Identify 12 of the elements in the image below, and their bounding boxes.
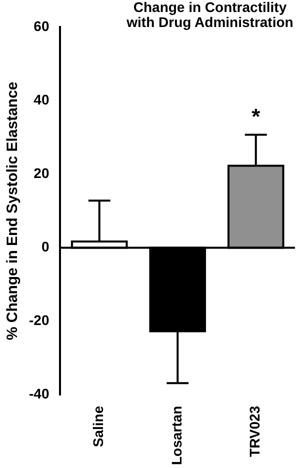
annotation: *: [252, 104, 261, 129]
y-tick-label: 60: [34, 18, 50, 34]
y-tick-label: -40: [29, 386, 50, 402]
x-tick-label: Saline: [90, 406, 106, 448]
x-tick-label: Losartan: [168, 406, 184, 465]
y-tick-label: -20: [29, 312, 50, 328]
y-tick-label: 20: [34, 165, 50, 182]
x-tick-label: TRV023: [246, 406, 263, 457]
chart-title: Change in Contractility with Drug Administration: [126, 0, 294, 30]
y-tick-label: 40: [34, 91, 50, 108]
y-axis-title: % Change in End Systolic Elastance: [4, 82, 22, 340]
y-tick-label: 0: [41, 238, 50, 255]
